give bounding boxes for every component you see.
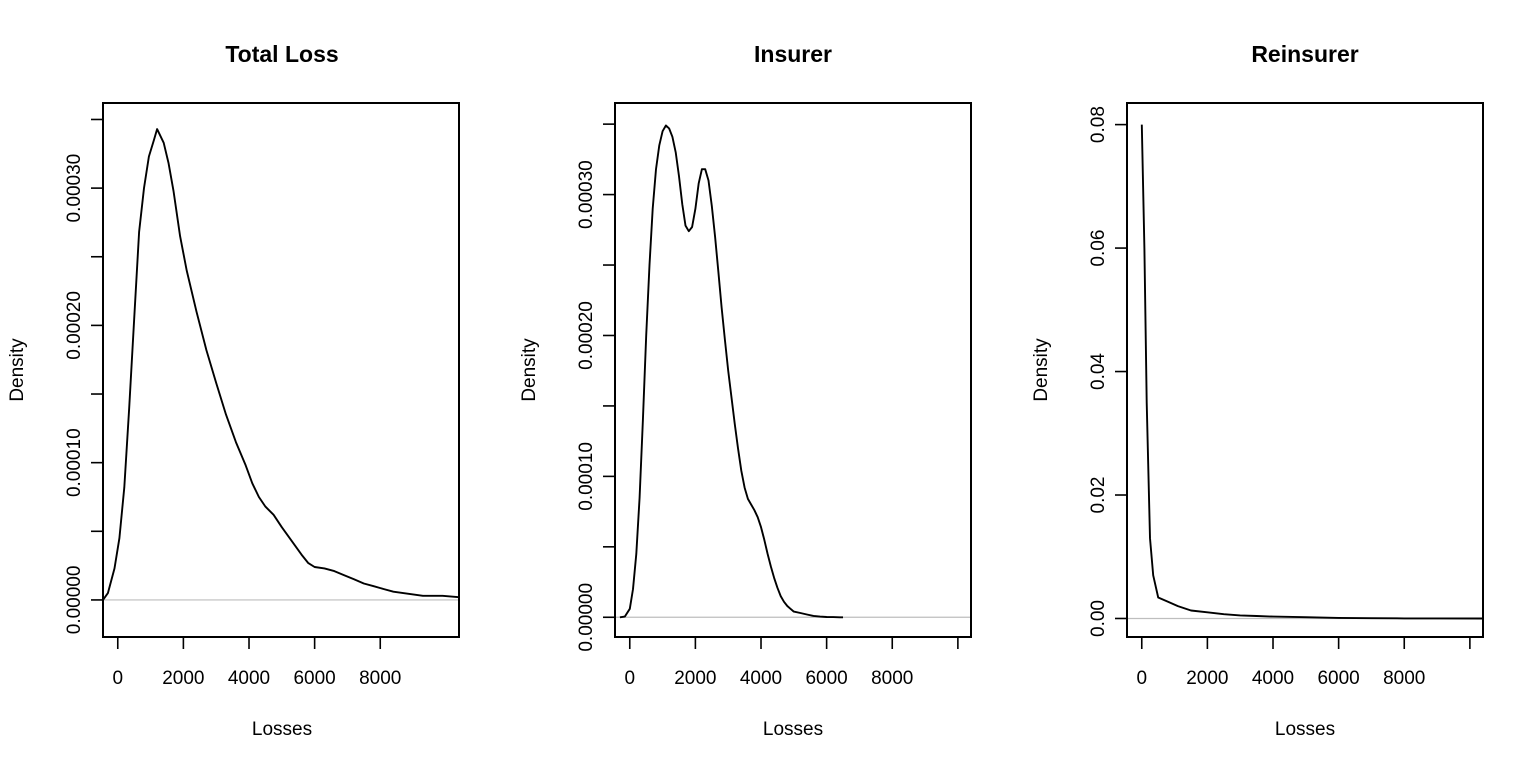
x-tick-label: 2000 (1186, 668, 1228, 689)
panel-title: Reinsurer (1251, 41, 1358, 67)
y-tick-label: 0.02 (1088, 477, 1109, 514)
density-curve (102, 128, 460, 601)
x-axis-label: Losses (1275, 719, 1335, 740)
y-tick-label: 0.00 (1088, 600, 1109, 637)
x-tick-label: 0 (624, 668, 635, 689)
panel-total-loss: Total Loss Losses Density 0 2000 4000 6000 8… (7, 41, 460, 740)
panel-title: Total Loss (225, 41, 338, 67)
y-axis-label: Density (519, 338, 540, 402)
y-tick-label: 0.04 (1088, 353, 1109, 390)
x-tick-label: 4000 (1252, 668, 1294, 689)
y-tick-label: 0.00010 (576, 442, 597, 511)
x-tick-label: 2000 (674, 668, 716, 689)
y-tick-label: 0.08 (1088, 106, 1109, 143)
y-tick-label: 0.00020 (64, 291, 85, 360)
density-curve (1140, 124, 1484, 620)
y-axis-label: Density (7, 338, 28, 402)
y-tick-label: 0.06 (1088, 230, 1109, 267)
x-axis-label: Losses (252, 719, 312, 740)
y-tick-label: 0.00030 (64, 154, 85, 223)
x-tick-label: 6000 (805, 668, 847, 689)
density-curve (619, 124, 843, 619)
y-tick-label: 0.00000 (576, 583, 597, 652)
x-tick-label: 0 (112, 668, 123, 689)
plot-frame (102, 102, 460, 638)
y-tick-label: 0.00000 (64, 566, 85, 635)
plot-frame (614, 102, 972, 638)
y-tick-label: 0.00010 (64, 428, 85, 497)
panel-title: Insurer (754, 41, 832, 67)
y-tick-label: 0.00020 (576, 301, 597, 370)
x-tick-label: 0 (1136, 668, 1147, 689)
y-tick-label: 0.00030 (576, 160, 597, 229)
panel-insurer: Insurer Losses Density 0 2000 4000 6000 8000… (519, 41, 972, 740)
x-tick-label: 2000 (162, 668, 204, 689)
panel-reinsurer: Reinsurer Losses Density 0 2000 4000 6000 80… (1031, 41, 1484, 740)
x-tick-label: 4000 (228, 668, 270, 689)
x-tick-label: 4000 (740, 668, 782, 689)
x-axis-label: Losses (763, 719, 823, 740)
x-tick-label: 6000 (1317, 668, 1359, 689)
x-tick-label: 8000 (359, 668, 401, 689)
y-axis-label: Density (1031, 338, 1052, 402)
x-tick-label: 8000 (871, 668, 913, 689)
x-tick-label: 6000 (293, 668, 335, 689)
x-tick-label: 8000 (1383, 668, 1425, 689)
plot-frame (1126, 102, 1484, 638)
